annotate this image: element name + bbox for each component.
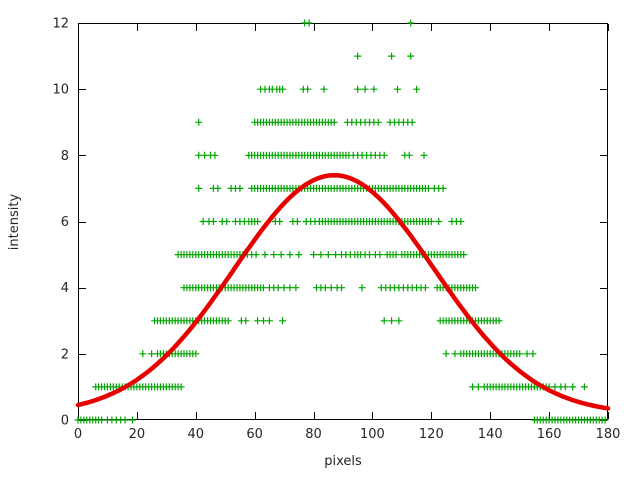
x-tick-label: 60 xyxy=(246,427,263,442)
y-tick-label: 2 xyxy=(61,347,69,362)
x-tick-label: 160 xyxy=(537,427,562,442)
x-tick-label: 80 xyxy=(305,427,322,442)
plot-border xyxy=(78,23,608,420)
y-tick-label: 6 xyxy=(61,215,69,230)
x-tick-label: 40 xyxy=(188,427,205,442)
y-tick-label: 0 xyxy=(61,414,69,429)
x-tick-label: 0 xyxy=(74,427,82,442)
gaussian-fit-line xyxy=(75,172,611,411)
axes-layer xyxy=(78,23,609,421)
tick-labels: 0 20 40 60 80 100 120 140 160 180 0 2 4 6 8 10 12 xyxy=(52,17,620,443)
y-axis-label: intensity xyxy=(7,194,22,251)
scatter-points xyxy=(74,19,609,424)
y-tick-label: 10 xyxy=(52,83,69,98)
x-axis-label: pixels xyxy=(324,454,362,469)
y-tick-label: 12 xyxy=(52,17,69,32)
y-tick-label: 8 xyxy=(61,149,69,164)
x-tick-label: 20 xyxy=(129,427,146,442)
x-tick-label: 140 xyxy=(478,427,503,442)
x-tick-label: 180 xyxy=(596,427,621,442)
tick-marks xyxy=(78,23,609,421)
y-tick-label: 4 xyxy=(61,281,69,296)
plus-markers xyxy=(74,19,609,424)
fit-curve xyxy=(75,172,611,411)
x-tick-label: 120 xyxy=(419,427,444,442)
x-tick-label: 100 xyxy=(360,427,385,442)
